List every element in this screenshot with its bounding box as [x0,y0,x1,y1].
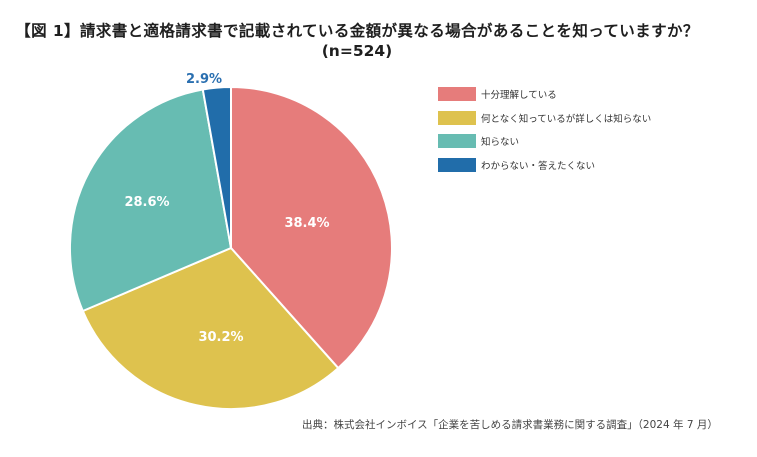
pie-slice-no-answer [201,86,232,249]
legend-swatch-blue [438,157,476,172]
chart-legend: 十分理解している 何となく知っているが詳しくは知らない 知らない わからない・答… [438,87,651,181]
slice-label-fully-understand: 38.4% [284,216,329,231]
legend-swatch-teal [438,134,476,148]
chart-title: 【図 1】請求書と適格請求書で記載されている金額が異なる場合があることを知ってい… [15,22,699,40]
legend-label: わからない・答えたくない [481,160,596,172]
legend-swatch-pink [438,87,476,101]
slice-label-vaguely-know: 30.2% [198,330,243,345]
legend-label: 十分理解している [481,90,557,101]
legend-item-no-answer: わからない・答えたくない [438,157,651,172]
slice-label-no-answer: 2.9% [186,72,222,87]
legend-label: 知らない [481,137,520,148]
source-citation: 出典：株式会社インボイス「企業を苦しめる請求書業務に関する調査」（2024 年 … [302,419,718,431]
pie-slice-vaguely-know [81,247,340,411]
legend-swatch-yellow [438,110,476,125]
pie-slice-dont-know [68,88,232,312]
pie-slice-fully-understand [230,86,393,370]
legend-item-fully-understand: 十分理解している [438,87,651,101]
legend-item-dont-know: 知らない [438,134,651,148]
slice-label-dont-know: 28.6% [124,195,169,210]
legend-label: 何となく知っているが詳しくは知らない [481,113,652,125]
chart-subtitle: (n=524) [321,42,393,60]
legend-item-vaguely-know: 何となく知っているが詳しくは知らない [438,110,652,125]
